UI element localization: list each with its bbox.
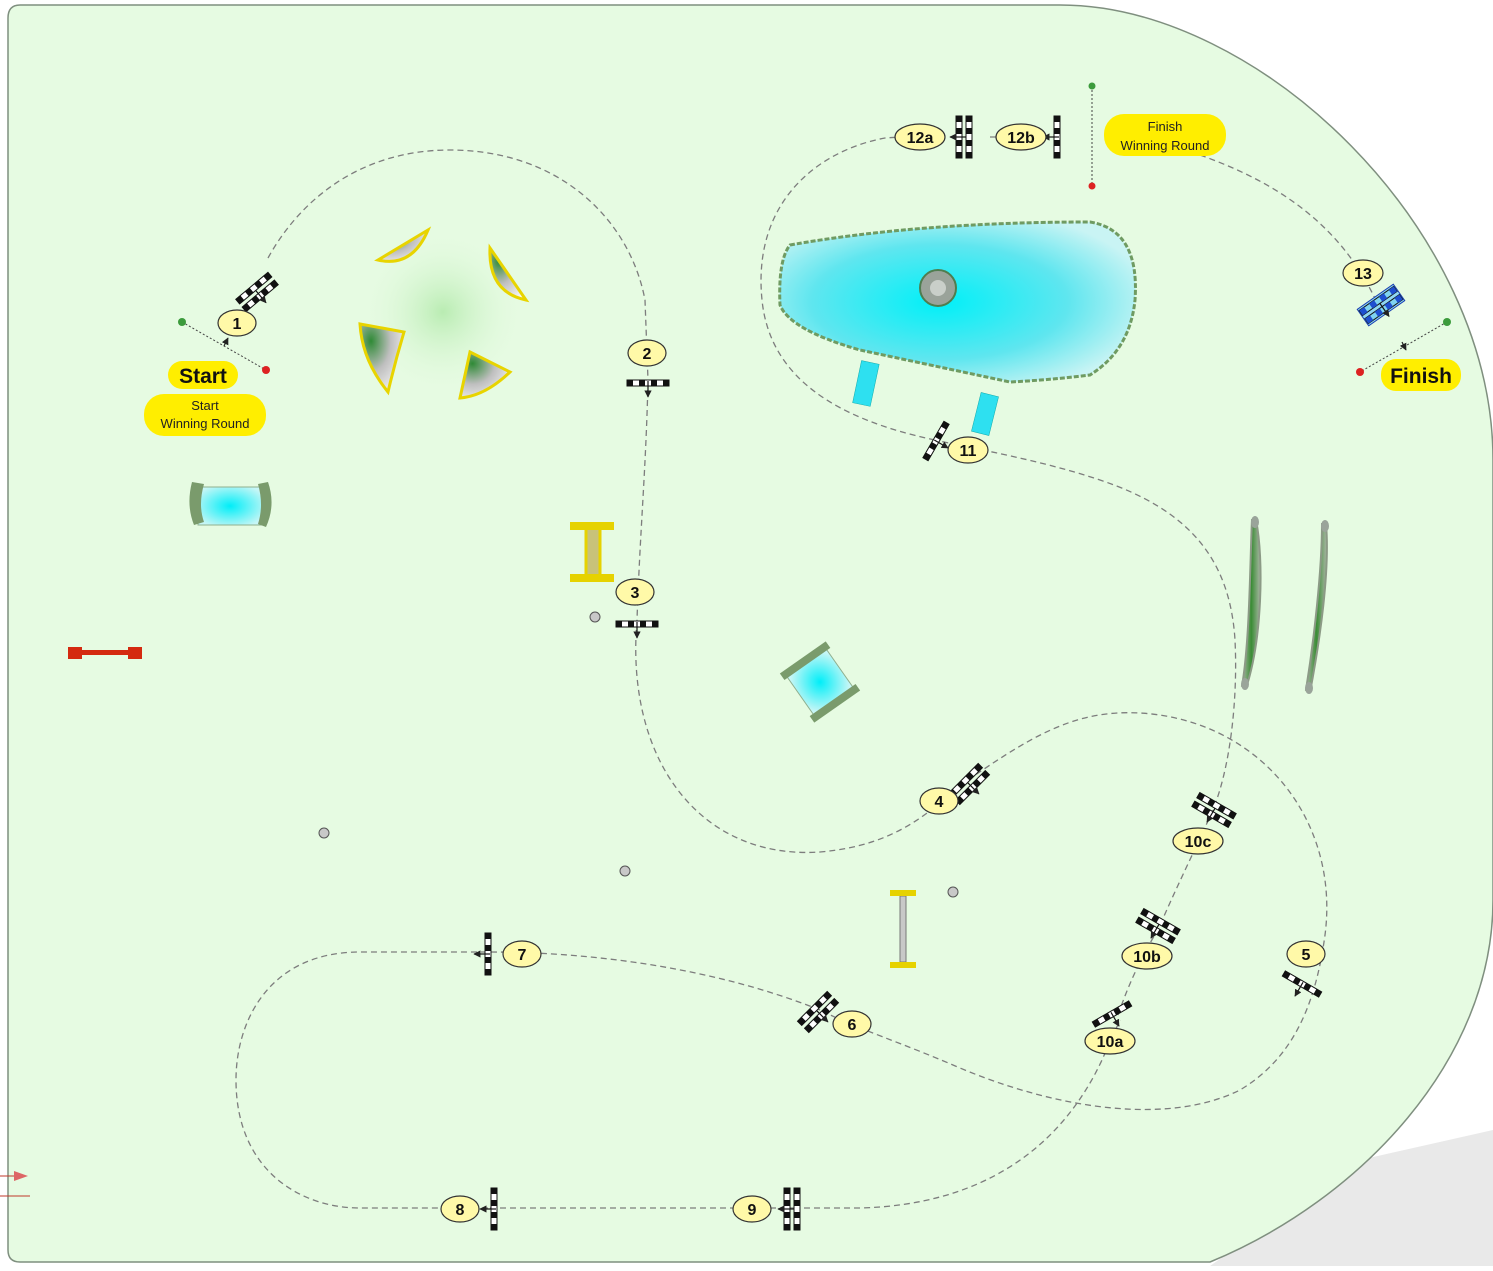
jump-11 [922, 420, 950, 462]
jump-13 [1356, 283, 1406, 327]
jump-5 [1281, 970, 1323, 998]
obstacle-label-4: 4 [919, 787, 959, 815]
obstacle-number: 5 [1302, 947, 1311, 964]
finish-line [1356, 318, 1451, 376]
finish-winning-line1: Finish [1148, 119, 1183, 134]
obstacle-label-8: 8 [440, 1195, 480, 1223]
hedge-left [1240, 516, 1262, 690]
obstacle-number: 4 [935, 794, 944, 811]
flower-circle [358, 226, 530, 400]
obstacle-number: 6 [848, 1017, 857, 1034]
finish-winning-line [1088, 82, 1096, 190]
marker-dot [619, 865, 631, 877]
start-label: Start [179, 365, 227, 388]
jump-7 [473, 932, 492, 976]
pond [778, 220, 1137, 384]
arena [7, 4, 1493, 1263]
obstacle-number: 8 [456, 1202, 465, 1219]
obstacle-label-1: 1 [217, 309, 257, 337]
obstacle-number: 11 [960, 443, 977, 460]
obstacle-number: 12b [1007, 130, 1035, 147]
jump-10b [1135, 907, 1181, 945]
obstacle-number: 3 [631, 585, 640, 602]
water-tray [852, 360, 880, 407]
start-winning-line1: Start [191, 398, 219, 413]
water-pool-center [779, 641, 861, 723]
obstacle-number: 10b [1133, 949, 1161, 966]
obstacle-label-13: 13 [1342, 259, 1384, 287]
obstacle-label-12b: 12b [995, 123, 1047, 151]
jump-2 [626, 379, 670, 398]
obstacle-label-12a: 12a [894, 123, 946, 151]
obstacle-number: 10c [1185, 834, 1212, 851]
obstacle-label-10c: 10c [1172, 827, 1224, 855]
finish-winning-tag: Finish Winning Round [1104, 114, 1226, 156]
jump-10a [1091, 1000, 1133, 1028]
red-pole [68, 647, 142, 659]
obstacle-labels: 1 2 3 4 5 6 7 8 9 10a 10b 10c 11 12a 12b 13 [217, 123, 1384, 1223]
jump-1 [235, 271, 279, 313]
obstacle-label-9: 9 [732, 1195, 772, 1223]
start-tag: Start [168, 361, 238, 389]
obstacle-label-11: 11 [947, 436, 989, 464]
obstacle-label-2: 2 [627, 339, 667, 367]
jump-9 [777, 1187, 801, 1231]
jumps [235, 115, 1406, 1231]
obstacle-number: 7 [518, 947, 527, 964]
entrance-arrow [0, 1171, 30, 1197]
start-line [178, 318, 270, 374]
obstacle-label-5: 5 [1286, 940, 1326, 968]
obstacle-number: 2 [643, 346, 652, 363]
marker-dot [589, 611, 601, 623]
water-tray [971, 392, 999, 436]
jump-3 [615, 620, 659, 639]
jump-12a [949, 115, 973, 159]
yellow-stand [570, 522, 614, 582]
finish-winning-line2: Winning Round [1121, 138, 1210, 153]
obstacle-number: 12a [907, 130, 934, 147]
water-pool-left [189, 482, 272, 527]
finish-label: Finish [1390, 365, 1452, 388]
obstacle-number: 13 [1354, 266, 1372, 283]
hedge-right [1304, 520, 1329, 694]
marker-dot [318, 827, 330, 839]
obstacle-label-7: 7 [502, 940, 542, 968]
jump-12b [1042, 115, 1061, 159]
obstacle-label-3: 3 [615, 578, 655, 606]
obstacle-label-10a: 10a [1084, 1027, 1136, 1055]
start-winning-tag: Start Winning Round [144, 394, 266, 436]
obstacle-label-10b: 10b [1121, 942, 1173, 970]
jump-6 [796, 990, 840, 1034]
jump-8 [479, 1187, 498, 1231]
jump-10c [1191, 791, 1237, 829]
finish-tag: Finish [1381, 359, 1461, 391]
obstacle-number: 1 [233, 316, 242, 333]
start-winning-line2: Winning Round [161, 416, 250, 431]
outside-area [1210, 1130, 1493, 1266]
marker-dot [947, 886, 959, 898]
obstacle-number: 10a [1097, 1034, 1124, 1051]
grey-pole [890, 890, 916, 968]
obstacle-label-6: 6 [832, 1010, 872, 1038]
obstacle-number: 9 [748, 1202, 757, 1219]
